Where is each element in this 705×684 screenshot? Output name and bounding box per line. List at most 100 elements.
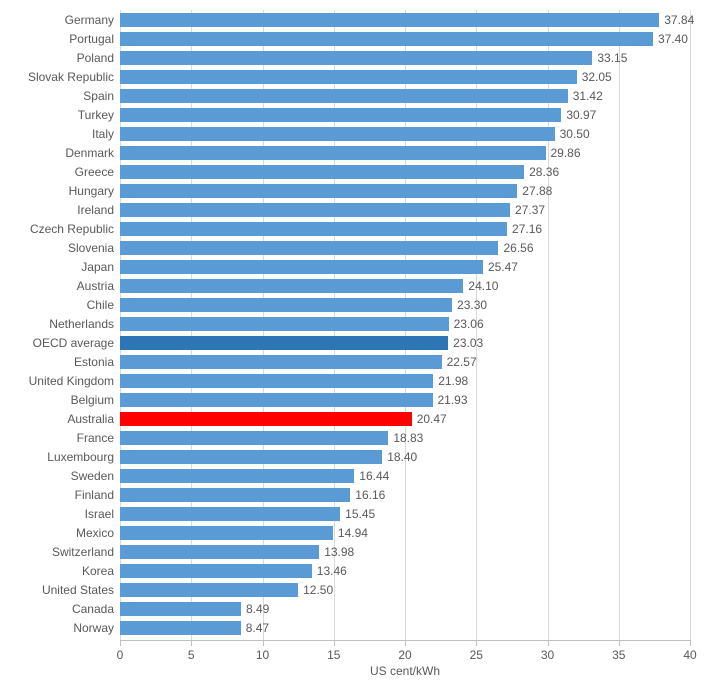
category-label: France bbox=[77, 431, 114, 445]
bar-row: Italy30.50 bbox=[120, 127, 590, 141]
category-label: Sweden bbox=[71, 469, 114, 483]
category-label: Slovak Republic bbox=[28, 70, 114, 84]
bar bbox=[120, 184, 517, 198]
category-label: Czech Republic bbox=[30, 222, 114, 236]
bar-value-label: 30.97 bbox=[566, 108, 596, 122]
bar bbox=[120, 488, 350, 502]
category-label: Finland bbox=[75, 488, 114, 502]
bar-value-label: 22.57 bbox=[447, 355, 477, 369]
bar bbox=[120, 279, 463, 293]
bar-value-label: 12.50 bbox=[303, 583, 333, 597]
bar-value-label: 27.16 bbox=[512, 222, 542, 236]
bar-value-label: 18.83 bbox=[393, 431, 423, 445]
bar-value-label: 27.88 bbox=[522, 184, 552, 198]
bar bbox=[120, 108, 561, 122]
bar-row: Czech Republic27.16 bbox=[120, 222, 542, 236]
bar bbox=[120, 146, 546, 160]
category-label: Hungary bbox=[69, 184, 114, 198]
bar-value-label: 29.86 bbox=[551, 146, 581, 160]
category-label: Turkey bbox=[78, 108, 114, 122]
category-label: Mexico bbox=[76, 526, 114, 540]
bar-value-label: 27.37 bbox=[515, 203, 545, 217]
bar-value-label: 28.36 bbox=[529, 165, 559, 179]
category-label: Japan bbox=[81, 260, 114, 274]
x-tick bbox=[690, 640, 691, 646]
bar-value-label: 23.06 bbox=[454, 317, 484, 331]
bar bbox=[120, 412, 412, 426]
bar-row: Ireland27.37 bbox=[120, 203, 545, 217]
bar-value-label: 24.10 bbox=[468, 279, 498, 293]
bar-row: Denmark29.86 bbox=[120, 146, 581, 160]
bar-value-label: 33.15 bbox=[597, 51, 627, 65]
bar-row: United States12.50 bbox=[120, 583, 333, 597]
x-tick bbox=[548, 640, 549, 646]
category-label: OECD average bbox=[33, 336, 114, 350]
plot-area: Germany37.84Portugal37.40Poland33.15Slov… bbox=[120, 10, 690, 640]
bar bbox=[120, 317, 449, 331]
bar-value-label: 8.49 bbox=[246, 602, 269, 616]
x-tick-label: 15 bbox=[327, 648, 340, 662]
gridline bbox=[548, 10, 549, 640]
bar-row: Luxembourg18.40 bbox=[120, 450, 417, 464]
category-label: Spain bbox=[83, 89, 114, 103]
gridline bbox=[690, 10, 691, 640]
x-tick-label: 30 bbox=[541, 648, 554, 662]
bar-value-label: 16.44 bbox=[359, 469, 389, 483]
bar-row: United Kingdom21.98 bbox=[120, 374, 468, 388]
bar-value-label: 18.40 bbox=[387, 450, 417, 464]
bar-row: Finland16.16 bbox=[120, 488, 385, 502]
category-label: Denmark bbox=[65, 146, 114, 160]
bar-row: Austria24.10 bbox=[120, 279, 498, 293]
bar bbox=[120, 260, 483, 274]
category-label: Israel bbox=[85, 507, 114, 521]
category-label: Chile bbox=[87, 298, 114, 312]
category-label: Germany bbox=[65, 13, 114, 27]
bar bbox=[120, 127, 555, 141]
bar-row: Netherlands23.06 bbox=[120, 317, 484, 331]
x-tick bbox=[120, 640, 121, 646]
category-label: Netherlands bbox=[49, 317, 114, 331]
x-tick bbox=[619, 640, 620, 646]
bar-row: Switzerland13.98 bbox=[120, 545, 354, 559]
bar-row: Portugal37.40 bbox=[120, 32, 688, 46]
category-label: United Kingdom bbox=[29, 374, 114, 388]
bar bbox=[120, 583, 298, 597]
bar bbox=[120, 336, 448, 350]
bar-value-label: 13.98 bbox=[324, 545, 354, 559]
category-label: Norway bbox=[73, 621, 114, 635]
bar-row: Mexico14.94 bbox=[120, 526, 368, 540]
bar-value-label: 23.03 bbox=[453, 336, 483, 350]
bar-value-label: 16.16 bbox=[355, 488, 385, 502]
category-label: Belgium bbox=[71, 393, 114, 407]
bar-row: Sweden16.44 bbox=[120, 469, 389, 483]
category-label: Italy bbox=[92, 127, 114, 141]
bar-value-label: 20.47 bbox=[417, 412, 447, 426]
category-label: Switzerland bbox=[52, 545, 114, 559]
x-axis: 0510152025303540 bbox=[120, 640, 690, 641]
bar bbox=[120, 241, 498, 255]
x-tick-label: 35 bbox=[612, 648, 625, 662]
bar bbox=[120, 602, 241, 616]
x-tick-label: 40 bbox=[683, 648, 696, 662]
bar bbox=[120, 526, 333, 540]
bar-row: Belgium21.93 bbox=[120, 393, 468, 407]
bar bbox=[120, 545, 319, 559]
x-tick bbox=[334, 640, 335, 646]
bar-row: Israel15.45 bbox=[120, 507, 375, 521]
category-label: Ireland bbox=[77, 203, 114, 217]
x-tick-label: 25 bbox=[470, 648, 483, 662]
bar-row: Korea13.46 bbox=[120, 564, 347, 578]
bar-row: France18.83 bbox=[120, 431, 423, 445]
bar-value-label: 14.94 bbox=[338, 526, 368, 540]
category-label: Greece bbox=[75, 165, 114, 179]
bar-row: Hungary27.88 bbox=[120, 184, 552, 198]
bar-row: Slovenia26.56 bbox=[120, 241, 534, 255]
bar-value-label: 26.56 bbox=[503, 241, 533, 255]
bar-row: Slovak Republic32.05 bbox=[120, 70, 612, 84]
category-label: United States bbox=[42, 583, 114, 597]
bar-row: Norway8.47 bbox=[120, 621, 269, 635]
bar-value-label: 23.30 bbox=[457, 298, 487, 312]
bar-row: Spain31.42 bbox=[120, 89, 603, 103]
bar-row: Germany37.84 bbox=[120, 13, 694, 27]
x-tick bbox=[263, 640, 264, 646]
